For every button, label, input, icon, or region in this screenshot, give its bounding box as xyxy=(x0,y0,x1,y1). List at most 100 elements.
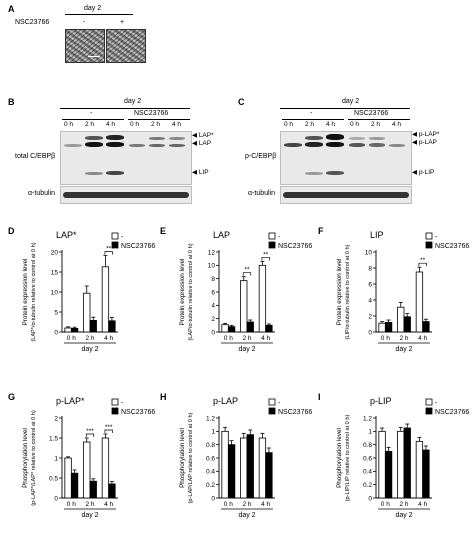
chart-p-lip: p-LIP - NSC23766 Phosphorylation level (p-LI… xyxy=(336,396,469,519)
x-tick-label: 0 h xyxy=(381,501,390,508)
panel-label-h: H xyxy=(160,392,167,402)
legend-swatch-control xyxy=(425,398,433,406)
x-axis-label: day 2 xyxy=(395,512,412,519)
y-axis-label: (p-LAP*/LAP* relative to control at 0 h) xyxy=(31,410,37,506)
panel-label-f: F xyxy=(318,226,324,236)
legend-swatch-nsc xyxy=(111,241,119,249)
significance-bracket xyxy=(104,251,113,255)
panel-label-d: D xyxy=(8,226,15,236)
panel-a-day: day 2 xyxy=(84,5,102,12)
lane-time: 4 h xyxy=(326,121,336,128)
bar-control xyxy=(101,266,110,333)
panel-c-day: day 2 xyxy=(342,98,360,105)
bar-nsc23766 xyxy=(246,321,254,333)
y-axis-label: Phosphorylation level xyxy=(22,428,29,488)
significance-bracket xyxy=(85,433,95,437)
y-tick-label: 2 xyxy=(211,316,215,323)
western-blot-p-cebpb xyxy=(280,131,412,185)
significance-bracket xyxy=(104,429,113,433)
y-tick-label: 0.6 xyxy=(206,455,215,462)
row-label-p-cebpb: p-C/EBPβ xyxy=(245,153,277,160)
y-tick-label: 0.8 xyxy=(206,442,215,449)
y-axis-label: Phosphorylation level xyxy=(336,428,343,488)
bar-nsc23766 xyxy=(246,434,254,499)
bar-nsc23766 xyxy=(227,326,236,333)
chart-p-lap: p-LAP - NSC23766 Phosphorylation level (p-LA… xyxy=(179,396,312,519)
bar-control xyxy=(83,292,91,333)
y-tick-label: 0 xyxy=(211,495,215,502)
y-tick-label: 0.6 xyxy=(363,455,372,462)
bar-control xyxy=(415,440,424,499)
x-tick-label: 0 h xyxy=(224,335,233,342)
bar-control xyxy=(397,306,405,333)
y-axis-label: (LAP/α-tubulin relative to control at 0 … xyxy=(188,243,194,340)
y-tick-label: 10 xyxy=(51,289,59,296)
lane-time: 0 h xyxy=(64,121,74,128)
bar-control xyxy=(378,430,386,499)
x-axis-label: day 2 xyxy=(81,512,98,519)
legend-swatch-control xyxy=(111,232,119,240)
band-label-p-lap: ◀ p-LAP xyxy=(412,139,437,146)
y-tick-label: 2 xyxy=(54,415,58,422)
lane-time: 2 h xyxy=(305,121,315,128)
y-tick-label: 0 xyxy=(368,329,372,336)
panel-c-group-minus: - xyxy=(310,110,313,117)
y-tick-label: 0.2 xyxy=(206,482,215,489)
panel-b-group-minus: - xyxy=(90,110,93,117)
western-blot-tubulin-c xyxy=(280,186,412,204)
legend-label: NSC23766 xyxy=(121,243,155,250)
bar-control xyxy=(64,457,72,499)
bar-control xyxy=(221,324,229,333)
x-axis-label: day 2 xyxy=(81,346,98,353)
bar-nsc23766 xyxy=(70,328,79,333)
western-blot-tubulin-b xyxy=(60,186,192,204)
legend-swatch-nsc xyxy=(425,407,433,415)
significance-bracket xyxy=(418,262,427,267)
bar-control xyxy=(101,437,110,499)
bar-nsc23766 xyxy=(89,480,97,499)
panel-label-e: E xyxy=(160,226,167,236)
chart-title: LIP xyxy=(370,230,384,240)
y-tick-label: 0.4 xyxy=(206,469,215,476)
row-label-tubulin-b: α-tubulin xyxy=(28,190,56,197)
significance-bracket xyxy=(242,272,252,276)
x-axis-label: day 2 xyxy=(238,346,255,353)
x-tick-label: 2 h xyxy=(242,501,251,508)
y-tick-label: 0.8 xyxy=(363,442,372,449)
lane-time: 2 h xyxy=(85,121,95,128)
bar-nsc23766 xyxy=(403,316,411,333)
bar-nsc23766 xyxy=(108,320,116,333)
band-label-p-lapstar: ◀ p-LAP* xyxy=(412,131,440,138)
bar-nsc23766 xyxy=(403,427,411,499)
panel-a-sign-minus: - xyxy=(83,19,86,26)
legend-swatch-nsc xyxy=(268,407,276,415)
panel-b-group-nsc: NSC23766 xyxy=(134,110,169,117)
lane-time: 2 h xyxy=(371,121,381,128)
chart-lap: LAP - NSC23766 Protein expression level (LAP… xyxy=(179,230,312,353)
lane-time: 4 h xyxy=(106,121,116,128)
panel-c-group-nsc: NSC23766 xyxy=(354,110,389,117)
legend-label: NSC23766 xyxy=(435,243,469,250)
x-tick-label: 4 h xyxy=(261,335,270,342)
bar-control xyxy=(415,271,424,333)
panel-b-group-nsc-line xyxy=(128,119,190,120)
x-tick-label: 4 h xyxy=(418,335,427,342)
legend-label: - xyxy=(435,234,438,241)
legend-swatch-control xyxy=(268,232,276,240)
bar-nsc23766 xyxy=(108,483,116,499)
y-tick-label: 0 xyxy=(368,495,372,502)
panel-label-b: B xyxy=(8,97,15,107)
chart-lapstar: LAP* - NSC23766 Protein expression level (LA… xyxy=(22,230,155,353)
micrograph-control xyxy=(65,29,105,63)
bar-nsc23766 xyxy=(384,322,393,333)
band-label-text: p-LAP* xyxy=(418,131,440,138)
legend-label: - xyxy=(435,400,438,407)
x-tick-label: 0 h xyxy=(67,501,76,508)
panel-label-i: I xyxy=(318,392,321,402)
x-tick-label: 2 h xyxy=(399,501,408,508)
panel-a-sign-plus: + xyxy=(120,19,125,26)
y-axis-label: Protein expression level xyxy=(336,259,343,326)
y-tick-label: 0.4 xyxy=(363,469,372,476)
y-tick-label: 6 xyxy=(211,289,215,296)
bar-control xyxy=(64,327,72,333)
